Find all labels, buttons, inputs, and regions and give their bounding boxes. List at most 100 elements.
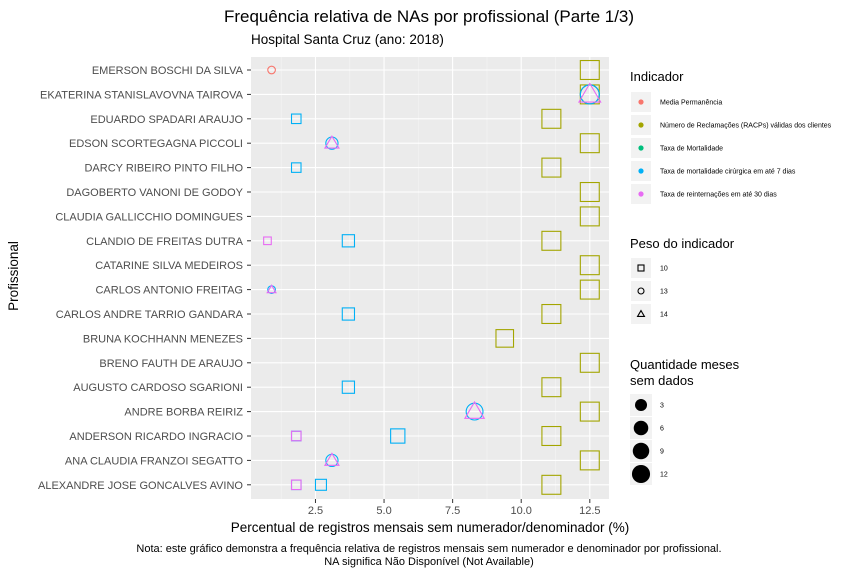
- y-tick-label: EKATERINA STANISLAVOVNA TAIROVA: [40, 89, 244, 101]
- legend-size-label: 12: [660, 472, 668, 479]
- legend-color-swatch: [638, 191, 644, 197]
- data-point: [579, 84, 600, 105]
- legend-size-label: 3: [660, 403, 664, 410]
- data-point: [541, 157, 562, 178]
- legend-color-swatch: [638, 145, 644, 151]
- plot-panel: [251, 57, 609, 499]
- y-tick-label: ANA CLAUDIA FRANZOI SEGATTO: [65, 455, 244, 467]
- x-tick-label: 5.0: [376, 505, 391, 517]
- data-point: [495, 329, 515, 348]
- legend: Indicador Media Permanência Número de Rec…: [630, 69, 832, 485]
- y-tick-label: CARLOS ANTONIO FREITAG: [95, 285, 243, 297]
- y-tick-label: AUGUSTO CARDOSO SGARIONI: [73, 382, 243, 394]
- y-tick-label: EMERSON BOSCHI DA SILVA: [92, 65, 244, 77]
- y-tick-label: DARCY RIBEIRO PINTO FILHO: [84, 163, 243, 175]
- data-point: [341, 380, 356, 394]
- x-tick-label: 10.0: [511, 505, 532, 517]
- legend-size-title-line-1: Quantidade meses: [630, 357, 740, 372]
- legend-shape-entries: 10 13 14: [631, 258, 668, 324]
- data-point: [341, 307, 356, 321]
- x-axis-title: Percentual de registros mensais sem nume…: [231, 520, 629, 535]
- legend-size-title-line-2: sem dados: [630, 373, 694, 388]
- legend-shape-label: 13: [660, 289, 668, 296]
- x-tick-label: 7.5: [445, 505, 460, 517]
- y-tick-label: EDSON SCORTEGAGNA PICCOLI: [69, 138, 243, 150]
- legend-size-swatch: [633, 420, 649, 436]
- legend-color-entries: Media Permanência Número de Reclamações (…: [631, 92, 832, 204]
- data-point: [465, 402, 484, 421]
- data-point: [341, 234, 356, 248]
- y-tick-label: ANDERSON RICARDO INGRACIO: [69, 431, 243, 443]
- chart-title: Frequência relativa de NAs por profissio…: [224, 7, 634, 26]
- y-tick-labels: EMERSON BOSCHI DA SILVA EKATERINA STANISL…: [38, 65, 251, 492]
- data-point: [579, 206, 600, 227]
- chart-subtitle: Hospital Santa Cruz (ano: 2018): [251, 32, 444, 47]
- y-tick-label: BRENO FAUTH DE ARAUJO: [99, 358, 243, 370]
- legend-shape-title: Peso do indicador: [630, 236, 735, 251]
- legend-key-bg: [631, 304, 651, 324]
- legend-shape-label: 10: [660, 266, 668, 273]
- legend-color-swatch: [638, 168, 644, 174]
- y-tick-label: CATARINE SILVA MEDEIROS: [95, 260, 243, 272]
- legend-color-swatch: [638, 122, 644, 128]
- data-point: [263, 236, 272, 246]
- legend-color-label: Media Permanência: [660, 100, 722, 107]
- y-tick-label: ANDRE BORBA REIRIZ: [124, 407, 243, 419]
- legend-color-label: Número de Reclamações (RACPs) válidas do…: [660, 123, 832, 130]
- data-point: [541, 230, 562, 251]
- data-point: [323, 135, 340, 149]
- data-point: [541, 377, 562, 398]
- note-line-1: Nota: este gráfico demonstra a frequênci…: [136, 543, 721, 555]
- data-point: [579, 181, 600, 203]
- data-point: [290, 430, 302, 442]
- y-tick-label: CLAUDIA GALLICCHIO DOMINGUES: [55, 211, 243, 223]
- legend-shape-swatch: [637, 287, 645, 295]
- data-point: [579, 279, 600, 300]
- data-point: [290, 162, 302, 173]
- legend-color-label: Taxa de Mortalidade: [660, 146, 723, 153]
- y-axis-title: Profissional: [6, 241, 21, 311]
- legend-size-label: 6: [660, 426, 664, 433]
- data-point: [579, 255, 600, 276]
- legend-color-title: Indicador: [630, 69, 684, 84]
- data-point: [541, 425, 562, 447]
- y-tick-label: CARLOS ANDRE TARRIO GANDARA: [56, 309, 244, 321]
- grid-lines: [251, 57, 609, 499]
- data-point: [463, 400, 486, 419]
- data-points: [263, 59, 602, 495]
- data-point: [579, 59, 600, 81]
- data-point: [579, 450, 600, 471]
- y-tick-label: EDUARDO SPADARI ARAUJO: [90, 114, 243, 126]
- data-point: [390, 428, 406, 444]
- legend-shape-swatch: [636, 309, 646, 317]
- data-point: [267, 65, 276, 75]
- legend-size-entries: 3 6 9 12: [630, 394, 668, 485]
- data-point: [541, 303, 562, 325]
- data-point: [541, 108, 562, 129]
- data-point: [290, 113, 302, 125]
- y-tick-label: DAGOBERTO VANONI DE GODOY: [66, 187, 243, 199]
- data-point: [323, 452, 340, 466]
- y-tick-label: ALEXANDRE JOSE GONCALVES AVINO: [38, 480, 243, 492]
- legend-key-bg: [631, 258, 651, 278]
- legend-shape-label: 14: [660, 312, 668, 319]
- data-point: [579, 352, 600, 373]
- x-tick-labels: 2.5 5.0 7.5 10.0 12.5: [308, 499, 601, 517]
- legend-color-label: Taxa de reinternações em até 30 dias: [660, 192, 777, 199]
- y-tick-label: CLANDIO DE FREITAS DUTRA: [86, 236, 244, 248]
- legend-size-swatch: [634, 398, 648, 412]
- data-point: [579, 401, 600, 422]
- legend-key-bg: [631, 281, 651, 301]
- legend-size-swatch: [632, 442, 650, 460]
- data-point: [314, 478, 327, 491]
- data-point: [541, 474, 562, 495]
- note-line-2: NA significa Não Disponível (Not Availab…: [324, 556, 534, 568]
- legend-size-label: 9: [660, 449, 664, 456]
- legend-shape-swatch: [637, 264, 645, 272]
- y-tick-label: BRUNA KOCHHANN MENEZES: [83, 333, 243, 345]
- data-point: [290, 479, 302, 491]
- x-tick-label: 12.5: [579, 505, 600, 517]
- legend-color-label: Taxa de mortalidade cirúrgica em até 7 d…: [660, 169, 796, 176]
- data-point: [577, 82, 602, 103]
